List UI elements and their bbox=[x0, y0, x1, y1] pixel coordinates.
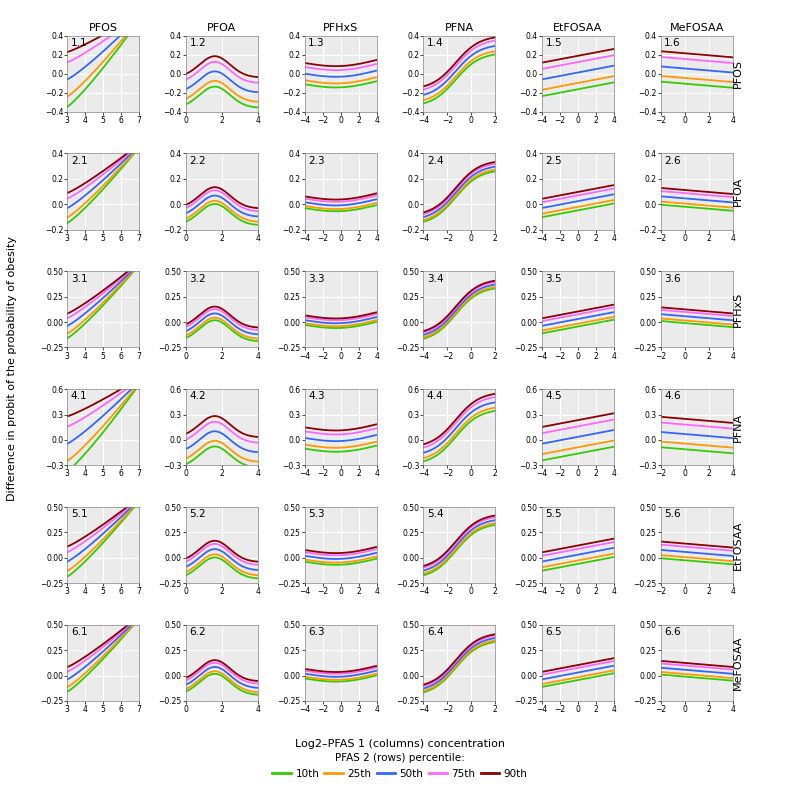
Text: 5.1: 5.1 bbox=[71, 509, 88, 520]
Text: 2.4: 2.4 bbox=[427, 156, 444, 166]
Text: 5.6: 5.6 bbox=[664, 509, 681, 520]
Text: 6.5: 6.5 bbox=[546, 627, 562, 638]
Text: 2.1: 2.1 bbox=[71, 156, 88, 166]
Text: 6.4: 6.4 bbox=[427, 627, 444, 638]
Text: 1.1: 1.1 bbox=[71, 38, 88, 48]
Text: 4.3: 4.3 bbox=[308, 391, 325, 402]
Y-axis label: EtFOSAA: EtFOSAA bbox=[733, 520, 743, 569]
Text: 4.2: 4.2 bbox=[189, 391, 206, 402]
Legend: 10th, 25th, 50th, 75th, 90th: 10th, 25th, 50th, 75th, 90th bbox=[268, 749, 531, 782]
Y-axis label: PFOS: PFOS bbox=[733, 59, 743, 88]
Text: 4.6: 4.6 bbox=[664, 391, 681, 402]
Text: 4.4: 4.4 bbox=[427, 391, 444, 402]
Text: Difference in probit of the probability of obesity: Difference in probit of the probability … bbox=[7, 236, 17, 501]
Text: 1.4: 1.4 bbox=[427, 38, 444, 48]
Text: 1.2: 1.2 bbox=[189, 38, 206, 48]
Text: 6.6: 6.6 bbox=[664, 627, 681, 638]
Text: 3.1: 3.1 bbox=[71, 273, 88, 284]
Text: 2.5: 2.5 bbox=[546, 156, 562, 166]
Text: 5.4: 5.4 bbox=[427, 509, 444, 520]
Y-axis label: PFNA: PFNA bbox=[733, 413, 743, 442]
Text: 1.6: 1.6 bbox=[664, 38, 681, 48]
Text: Log2–PFAS 1 (columns) concentration: Log2–PFAS 1 (columns) concentration bbox=[295, 740, 505, 749]
Text: 3.4: 3.4 bbox=[427, 273, 444, 284]
Text: 1.5: 1.5 bbox=[546, 38, 562, 48]
Title: PFHxS: PFHxS bbox=[323, 24, 358, 33]
Text: 6.1: 6.1 bbox=[71, 627, 88, 638]
Y-axis label: MeFOSAA: MeFOSAA bbox=[733, 636, 743, 690]
Title: PFOS: PFOS bbox=[89, 24, 118, 33]
Title: EtFOSAA: EtFOSAA bbox=[554, 24, 603, 33]
Text: 3.3: 3.3 bbox=[308, 273, 325, 284]
Title: PFNA: PFNA bbox=[445, 24, 474, 33]
Text: 5.2: 5.2 bbox=[189, 509, 206, 520]
Text: 5.5: 5.5 bbox=[546, 509, 562, 520]
Text: 2.2: 2.2 bbox=[189, 156, 206, 166]
Text: 3.2: 3.2 bbox=[189, 273, 206, 284]
Text: 3.5: 3.5 bbox=[546, 273, 562, 284]
Text: 2.3: 2.3 bbox=[308, 156, 325, 166]
Text: 2.6: 2.6 bbox=[664, 156, 681, 166]
Text: 1.3: 1.3 bbox=[308, 38, 325, 48]
Text: 6.3: 6.3 bbox=[308, 627, 325, 638]
Text: 5.3: 5.3 bbox=[308, 509, 325, 520]
Y-axis label: PFOA: PFOA bbox=[733, 177, 743, 206]
Text: 3.6: 3.6 bbox=[664, 273, 681, 284]
Title: PFOA: PFOA bbox=[208, 24, 237, 33]
Text: 4.1: 4.1 bbox=[71, 391, 88, 402]
Text: 4.5: 4.5 bbox=[546, 391, 562, 402]
Text: 6.2: 6.2 bbox=[189, 627, 206, 638]
Y-axis label: PFHxS: PFHxS bbox=[733, 291, 743, 327]
Title: MeFOSAA: MeFOSAA bbox=[669, 24, 724, 33]
